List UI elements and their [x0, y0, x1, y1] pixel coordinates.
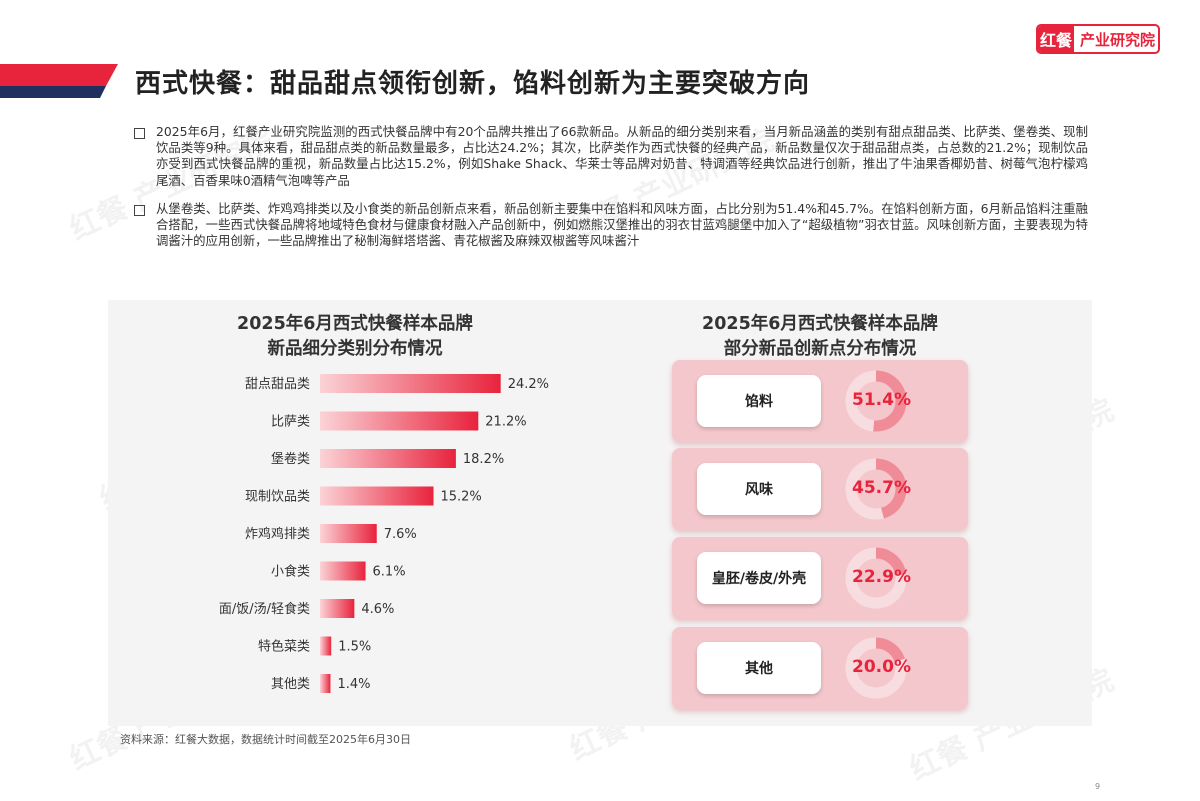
- innovation-label: 馅料: [697, 375, 821, 427]
- category-label: 现制饮品类: [245, 490, 310, 505]
- bar-chart-title-line: 2025年6月西式快餐样本品牌: [237, 314, 473, 334]
- bullet-item: 2025年6月，红餐产业研究院监测的西式快餐品牌中有20个品牌共推出了66款新品…: [134, 124, 1094, 189]
- bullet-text: 2025年6月，红餐产业研究院监测的西式快餐品牌中有20个品牌共推出了66款新品…: [156, 124, 1088, 188]
- header-ribbon: [0, 64, 118, 98]
- category-label: 小食类: [271, 564, 310, 580]
- donut-arc: [845, 637, 907, 699]
- category-label: 特色菜类: [258, 639, 310, 655]
- bar: [320, 674, 331, 693]
- innovation-chart-title-line: 部分新品创新点分布情况: [723, 339, 917, 359]
- value-label: 6.1%: [373, 565, 406, 580]
- category-label: 面/饭/汤/轻食类: [219, 601, 310, 617]
- value-label: 21.2%: [485, 415, 526, 430]
- bar-chart-title-line: 新品细分类别分布情况: [267, 339, 443, 359]
- source-note: 资料来源：红餐大数据，数据统计时间截至2025年6月30日: [120, 733, 411, 746]
- donut-gauge: [845, 458, 907, 520]
- bullet-box-icon: [134, 128, 145, 139]
- value-label: 7.6%: [384, 527, 417, 542]
- value-label: 1.4%: [337, 677, 370, 692]
- innovation-label: 皇胚/卷皮/外壳: [697, 552, 821, 604]
- innovation-percent: 20.0%: [852, 657, 911, 677]
- donut-arc: [845, 458, 907, 520]
- innovation-card: 馅料 51.4%: [672, 360, 968, 442]
- donut-gauge: [845, 637, 907, 699]
- logo-text: 产业研究院: [1080, 30, 1156, 49]
- value-label: 24.2%: [508, 377, 549, 392]
- value-label: 4.6%: [361, 602, 394, 617]
- bar-chart-title: 2025年6月西式快餐样本品牌 新品细分类别分布情况: [195, 312, 515, 362]
- bullet-list: 2025年6月，红餐产业研究院监测的西式快餐品牌中有20个品牌共推出了66款新品…: [134, 124, 1094, 261]
- category-label: 堡卷类: [271, 451, 310, 467]
- bar: [320, 449, 456, 468]
- donut-gauge: [845, 370, 907, 432]
- bullet-box-icon: [134, 204, 145, 216]
- value-label: 1.5%: [338, 640, 371, 655]
- innovation-chart-title-line: 2025年6月西式快餐样本品牌: [702, 314, 938, 334]
- donut-arc: [845, 370, 907, 432]
- bar: [320, 411, 479, 431]
- bar-chart: 甜点甜品类 24.2% 比萨类 21.2% 堡卷类 18.2% 现制饮品类 15.2% 炸鸡鸡排…: [219, 374, 549, 693]
- value-label: 15.2%: [440, 490, 481, 505]
- brand-logo: 红餐 产业研究院: [1036, 24, 1160, 54]
- bar: [320, 486, 434, 506]
- bar: [320, 636, 332, 656]
- bar: [320, 599, 355, 618]
- category-label: 炸鸡鸡排类: [245, 526, 310, 542]
- bullet-item: 从堡卷类、比萨类、炸鸡鸡排类以及小食类的新品创新点来看，新品创新主要集中在馅料和…: [134, 201, 1094, 250]
- bar: [320, 374, 501, 393]
- bar: [320, 524, 377, 543]
- donut-gauge: [845, 547, 907, 609]
- innovation-percent: 45.7%: [852, 478, 911, 498]
- bullet-text: 从堡卷类、比萨类、炸鸡鸡排类以及小食类的新品创新点来看，新品创新主要集中在馅料和…: [156, 200, 1088, 249]
- category-label: 甜点甜品类: [245, 376, 310, 392]
- innovation-label: 风味: [697, 463, 821, 515]
- page-title: 西式快餐：甜品甜点领衔创新，馅料创新为主要突破方向: [135, 69, 811, 99]
- bar: [320, 561, 366, 581]
- innovation-card: 其他 20.0%: [672, 627, 968, 709]
- innovation-percent: 22.9%: [852, 567, 911, 587]
- innovation-card: 风味 45.7%: [672, 448, 968, 530]
- page-number: 9: [1095, 782, 1101, 791]
- category-label: 其他类: [271, 677, 310, 692]
- innovation-percent: 51.4%: [852, 390, 911, 410]
- donut-arc: [845, 547, 907, 609]
- category-label: 比萨类: [271, 415, 310, 430]
- innovation-card: 皇胚/卷皮/外壳 22.9%: [672, 537, 968, 619]
- value-label: 18.2%: [463, 452, 504, 467]
- logo-mark: 红餐: [1038, 26, 1074, 52]
- innovation-chart-title: 2025年6月西式快餐样本品牌 部分新品创新点分布情况: [660, 312, 980, 362]
- innovation-label: 其他: [697, 642, 821, 694]
